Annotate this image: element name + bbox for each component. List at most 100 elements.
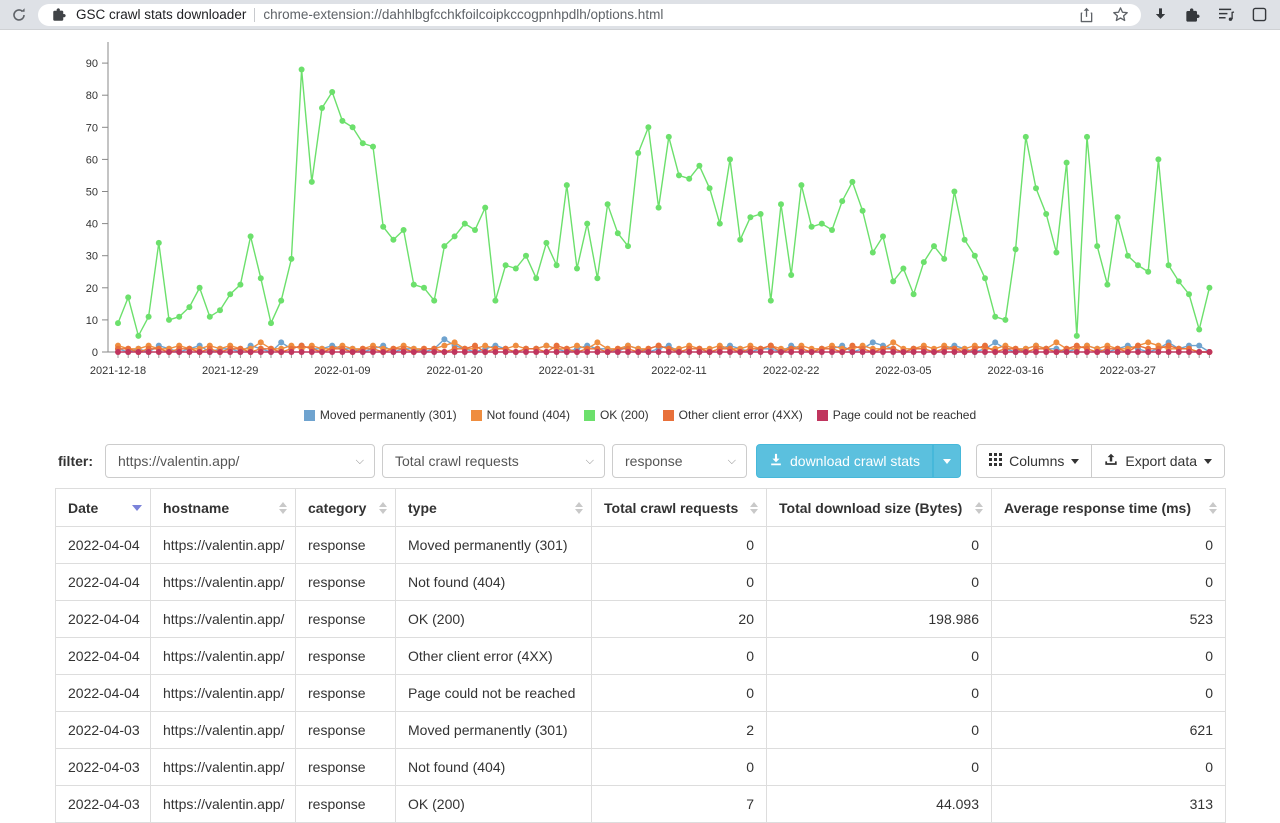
cell-total_crawl_requests: 20 xyxy=(591,600,767,638)
x-tick-label: 2022-03-16 xyxy=(987,365,1043,377)
series-ok-200- xyxy=(115,66,1213,339)
legend-item[interactable]: Moved permanently (301) xyxy=(303,408,457,422)
cell-total_download_size: 0 xyxy=(766,526,992,564)
y-tick-label: 30 xyxy=(86,251,98,263)
cell-date: 2022-04-03 xyxy=(55,711,151,749)
download-crawl-stats-button[interactable]: download crawl stats xyxy=(756,444,933,478)
crawl-stats-table: Date hostname category type Total crawl requ… xyxy=(55,488,1226,823)
extensions-puzzle-icon[interactable] xyxy=(1184,6,1202,24)
table-row: 2022-04-03 https://valentin.app/response M… xyxy=(55,711,1226,749)
x-tick-label: 2021-12-29 xyxy=(202,365,258,377)
x-tick-label: 2022-02-22 xyxy=(763,365,819,377)
sort-both-icon xyxy=(279,501,287,514)
cell-avg_response_time: 621 xyxy=(991,711,1226,749)
address-bar[interactable]: GSC crawl stats downloader chrome-extens… xyxy=(38,3,1141,26)
download-options-caret-button[interactable] xyxy=(932,444,961,478)
x-tick-label: 2022-02-11 xyxy=(651,365,706,377)
cell-avg_response_time: 0 xyxy=(991,637,1226,675)
cell-avg_response_time: 0 xyxy=(991,748,1226,786)
sort-both-icon xyxy=(575,501,583,514)
cell-type: Other client error (4XX) xyxy=(395,637,592,675)
cell-hostname: https://valentin.app/ xyxy=(150,785,296,823)
column-header-label: hostname xyxy=(163,499,230,516)
cell-category: response xyxy=(295,563,396,601)
sort-both-icon xyxy=(379,501,387,514)
toolbar-right-icons xyxy=(1151,6,1270,24)
url-text: chrome-extension://dahhlbgfcchkfoilcoipk… xyxy=(263,7,664,22)
y-tick-label: 90 xyxy=(86,58,98,70)
table-row: 2022-04-03 https://valentin.app/response N… xyxy=(55,748,1226,786)
legend-item[interactable]: Not found (404) xyxy=(470,408,570,422)
x-tick-label: 2022-03-27 xyxy=(1100,365,1156,377)
cell-category: response xyxy=(295,600,396,638)
page-title: GSC crawl stats downloader xyxy=(76,7,247,22)
legend-swatch xyxy=(470,409,482,421)
cell-type: Moved permanently (301) xyxy=(395,711,592,749)
legend-item[interactable]: Other client error (4XX) xyxy=(662,408,803,422)
table-row: 2022-04-04 https://valentin.app/response P… xyxy=(55,674,1226,712)
table-row: 2022-04-04 https://valentin.app/response O… xyxy=(55,637,1226,675)
export-data-button[interactable]: Export data xyxy=(1091,444,1225,478)
column-header-label: Average response time (ms) xyxy=(1004,499,1191,516)
x-tick-label: 2022-01-31 xyxy=(539,365,595,377)
columns-button-label: Columns xyxy=(1009,453,1065,469)
download-button-label: download crawl stats xyxy=(790,453,920,469)
sort-desc-icon xyxy=(132,504,142,511)
cell-type: OK (200) xyxy=(395,785,592,823)
chevron-down-icon: ⌵ xyxy=(355,454,364,467)
category-select[interactable]: response ⌵ xyxy=(612,444,747,478)
downloads-icon[interactable] xyxy=(1151,6,1169,24)
cell-hostname: https://valentin.app/ xyxy=(150,711,296,749)
browser-toolbar: GSC crawl stats downloader chrome-extens… xyxy=(0,0,1280,30)
cell-date: 2022-04-03 xyxy=(55,748,151,786)
cell-total_crawl_requests: 7 xyxy=(591,785,767,823)
reading-list-icon[interactable] xyxy=(1217,6,1235,24)
column-header-date[interactable]: Date xyxy=(55,488,151,527)
chart-legend: Moved permanently (301) Not found (404) OK… xyxy=(0,408,1280,422)
site-select[interactable]: https://valentin.app/ ⌵ xyxy=(105,444,375,478)
cell-category: response xyxy=(295,637,396,675)
columns-button[interactable]: Columns xyxy=(976,444,1092,478)
cell-hostname: https://valentin.app/ xyxy=(150,674,296,712)
y-tick-label: 80 xyxy=(86,90,98,102)
column-header-hostname[interactable]: hostname xyxy=(150,488,296,527)
column-header-label: Total crawl requests xyxy=(604,499,739,516)
column-header-label: type xyxy=(408,499,437,516)
cell-total_crawl_requests: 2 xyxy=(591,711,767,749)
x-tick-label: 2022-01-09 xyxy=(314,365,370,377)
column-header-total_download_size[interactable]: Total download size (Bytes) xyxy=(766,488,992,527)
cell-type: Not found (404) xyxy=(395,563,592,601)
column-header-avg_response_time[interactable]: Average response time (ms) xyxy=(991,488,1226,527)
column-header-type[interactable]: type xyxy=(395,488,592,527)
export-icon xyxy=(1104,453,1118,470)
cell-avg_response_time: 313 xyxy=(991,785,1226,823)
column-header-total_crawl_requests[interactable]: Total crawl requests xyxy=(591,488,767,527)
reload-icon[interactable] xyxy=(10,6,28,24)
legend-item[interactable]: Page could not be reached xyxy=(816,408,976,422)
cell-date: 2022-04-04 xyxy=(55,637,151,675)
metric-select[interactable]: Total crawl requests ⌵ xyxy=(382,444,605,478)
legend-swatch xyxy=(816,409,828,421)
cell-date: 2022-04-04 xyxy=(55,600,151,638)
share-icon[interactable] xyxy=(1077,6,1095,24)
x-tick-label: 2022-03-05 xyxy=(875,365,931,377)
cell-type: Not found (404) xyxy=(395,748,592,786)
cell-hostname: https://valentin.app/ xyxy=(150,637,296,675)
cell-total_crawl_requests: 0 xyxy=(591,674,767,712)
sort-both-icon xyxy=(750,501,758,514)
caret-down-icon xyxy=(942,458,951,464)
cell-hostname: https://valentin.app/ xyxy=(150,526,296,564)
cell-total_crawl_requests: 0 xyxy=(591,526,767,564)
column-header-label: Date xyxy=(68,499,99,516)
sort-both-icon xyxy=(1209,501,1217,514)
column-header-category[interactable]: category xyxy=(295,488,396,527)
bookmark-star-icon[interactable] xyxy=(1111,6,1129,24)
series-page-could-not-be-reached xyxy=(115,349,1213,355)
y-tick-label: 10 xyxy=(86,315,98,327)
side-panel-icon[interactable] xyxy=(1250,6,1268,24)
cell-total_download_size: 0 xyxy=(766,563,992,601)
cell-total_download_size: 0 xyxy=(766,674,992,712)
legend-item[interactable]: OK (200) xyxy=(583,408,649,422)
cell-date: 2022-04-04 xyxy=(55,563,151,601)
legend-label: Other client error (4XX) xyxy=(678,408,803,422)
